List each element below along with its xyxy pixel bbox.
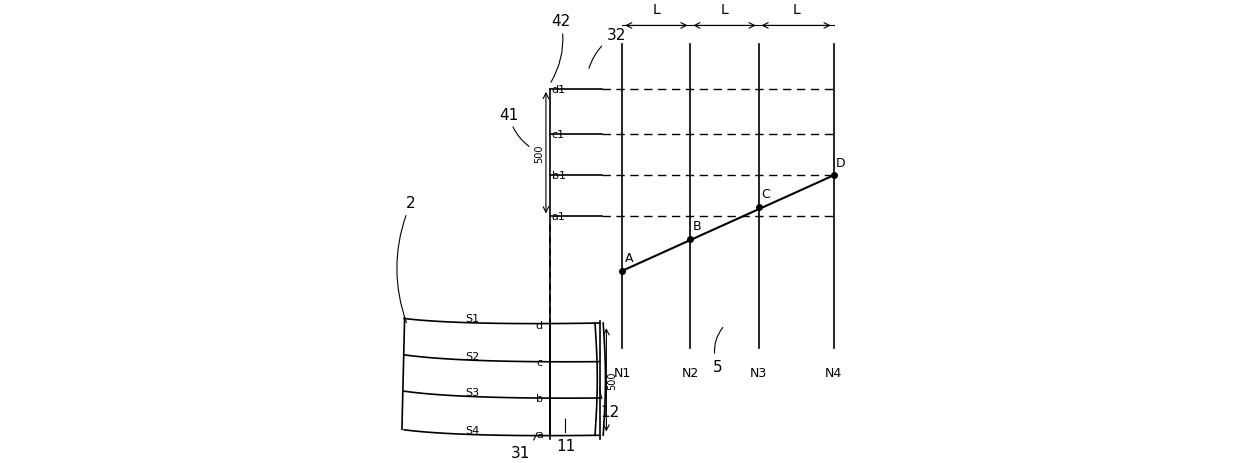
Text: N1: N1 bbox=[614, 366, 631, 379]
Text: d: d bbox=[536, 320, 543, 331]
Text: b1: b1 bbox=[552, 171, 565, 181]
Text: L: L bbox=[652, 3, 660, 17]
Text: 31: 31 bbox=[511, 432, 537, 460]
Text: N2: N2 bbox=[682, 366, 699, 379]
Text: 42: 42 bbox=[551, 14, 570, 83]
Text: 12: 12 bbox=[600, 388, 620, 419]
Text: d1: d1 bbox=[552, 85, 565, 95]
Text: S1: S1 bbox=[465, 314, 480, 324]
Text: c1: c1 bbox=[552, 130, 565, 140]
Text: L: L bbox=[792, 3, 800, 17]
Text: 5: 5 bbox=[713, 328, 723, 374]
Text: 32: 32 bbox=[589, 28, 626, 69]
Text: c: c bbox=[537, 357, 543, 367]
Text: a: a bbox=[536, 429, 543, 439]
Text: D: D bbox=[836, 156, 846, 169]
Text: A: A bbox=[625, 251, 634, 264]
Text: L: L bbox=[720, 3, 728, 17]
Text: N4: N4 bbox=[825, 366, 842, 379]
Text: b: b bbox=[536, 393, 543, 403]
Text: S2: S2 bbox=[465, 351, 480, 361]
Text: B: B bbox=[693, 219, 702, 232]
Text: 11: 11 bbox=[556, 419, 575, 453]
Text: 41: 41 bbox=[498, 107, 529, 147]
Text: a1: a1 bbox=[552, 212, 565, 222]
Text: N3: N3 bbox=[750, 366, 768, 379]
Text: C: C bbox=[761, 188, 770, 201]
Text: S4: S4 bbox=[465, 425, 480, 435]
Text: 500: 500 bbox=[606, 371, 616, 389]
Text: 2: 2 bbox=[397, 196, 415, 323]
Text: S3: S3 bbox=[465, 388, 480, 397]
Text: 500: 500 bbox=[534, 144, 544, 163]
